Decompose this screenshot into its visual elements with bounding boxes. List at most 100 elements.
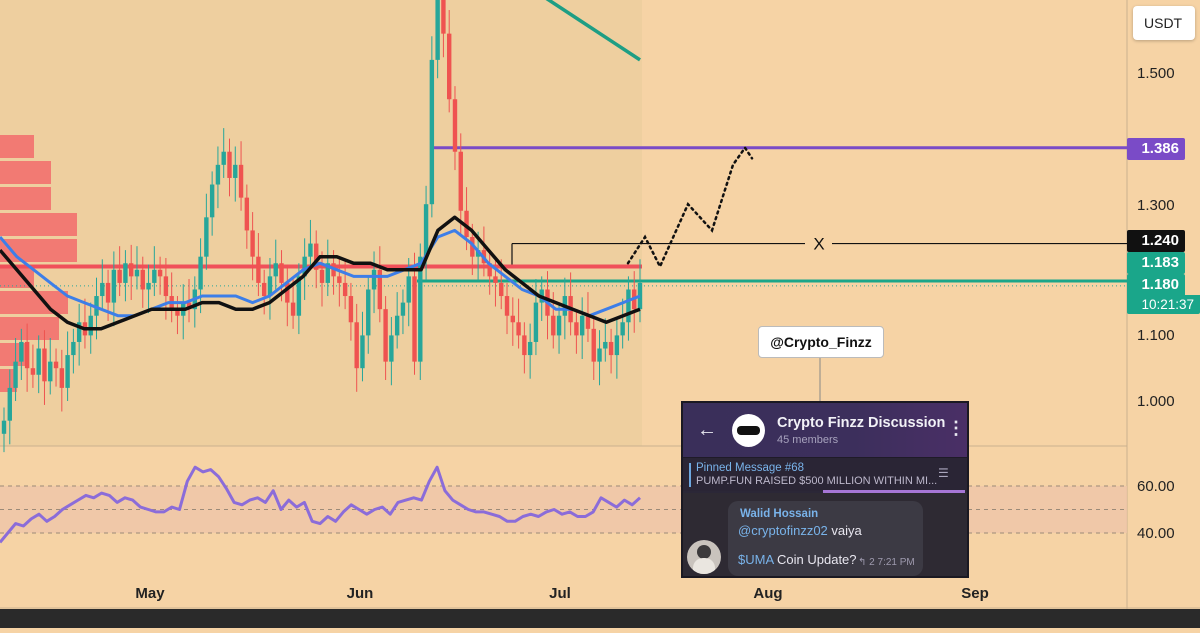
candle-body	[579, 315, 585, 336]
ema-slow-line	[0, 215, 641, 331]
candle-body	[527, 341, 533, 356]
time-tick-label: May	[135, 585, 165, 602]
candle-body	[267, 276, 273, 297]
member-count: 45 members	[777, 434, 839, 446]
candle-body	[42, 348, 47, 382]
message-line-1: @cryptofinzz02 vaiya	[738, 523, 862, 538]
cashtag[interactable]: $UMA	[738, 552, 774, 567]
candle-body	[59, 368, 65, 388]
candle-body	[30, 368, 36, 375]
reply-icon: ↰	[858, 557, 870, 568]
sender-name: Walid Hossain	[740, 508, 819, 520]
group-title: Crypto Finzz Discussion	[777, 415, 946, 431]
time-tick-label: Jul	[549, 585, 571, 602]
candle-body	[152, 269, 157, 283]
pinned-accent-bar	[689, 463, 691, 487]
message-meta: ↰ 2 7:21 PM	[858, 557, 915, 568]
pinned-message-bar[interactable]: Pinned Message #68 PUMP.FUN RAISED $500 …	[683, 457, 967, 491]
candle-body	[389, 335, 394, 362]
volume-profile-bar	[0, 239, 77, 262]
candle-body	[377, 269, 383, 310]
candle-body	[556, 315, 562, 336]
candle-body	[163, 276, 169, 297]
candle-body	[209, 184, 215, 218]
message-text-2: Coin Update?	[773, 552, 857, 567]
time-tick-label: Aug	[753, 585, 782, 602]
candle-body	[261, 282, 267, 297]
candle-body	[366, 289, 371, 336]
candle-body	[533, 302, 539, 342]
message-bubble[interactable]: Walid Hossain @cryptofinzz02 vaiya $UMA …	[728, 501, 923, 576]
quote-currency-label[interactable]: USDT	[1133, 6, 1195, 40]
candle-body	[371, 269, 377, 290]
pinned-message-title: Pinned Message #68	[696, 462, 805, 474]
current-price-badge: 1.180	[1127, 274, 1185, 295]
candle-body	[244, 197, 250, 231]
candle-body	[435, 0, 440, 60]
price-tick-label: 1.300	[1137, 197, 1175, 214]
pinned-message-text: PUMP.FUN RAISED $500 MILLION WITHIN MI..…	[696, 475, 938, 487]
sender-avatar[interactable]	[687, 540, 721, 574]
rsi-line	[0, 465, 642, 544]
message-text-1: vaiya	[827, 523, 862, 538]
volume-profile-bar	[0, 161, 51, 184]
candle-body	[429, 59, 435, 205]
candle-body	[308, 243, 313, 257]
candle-body	[233, 164, 238, 178]
candle-body	[441, 0, 446, 34]
candle-body	[296, 276, 302, 316]
volume-profile-bar	[0, 317, 59, 340]
price-tick-label: 1.500	[1137, 65, 1175, 82]
candle-countdown-badge: 10:21:37	[1127, 295, 1200, 314]
candle-body	[198, 256, 203, 290]
candle-body	[279, 263, 284, 283]
candle-body	[157, 269, 163, 277]
user-mention[interactable]: @cryptofinzz02	[738, 523, 828, 538]
projection-path	[626, 145, 754, 270]
telegram-header: ← Crypto Finzz Discussion 45 members ⋮	[683, 403, 967, 457]
candle-body	[88, 315, 93, 336]
price-tick-label: 1.000	[1137, 393, 1175, 410]
kebab-menu-icon[interactable]: ⋮	[947, 418, 965, 438]
candle-body	[7, 387, 12, 421]
volume-profile-bar	[0, 187, 51, 210]
candle-body	[146, 282, 151, 290]
volume-profile-bar	[0, 291, 68, 314]
candle-body	[238, 164, 244, 198]
history-shade	[0, 0, 642, 446]
volume-profile-bar	[0, 213, 77, 236]
candle-body	[400, 302, 406, 316]
candle-body	[574, 322, 579, 336]
candle-body	[504, 296, 510, 316]
candle-body	[36, 348, 41, 375]
message-time: 2 7:21 PM	[869, 557, 915, 568]
candle-body	[342, 282, 348, 297]
x-level-badge: 1.240	[1127, 230, 1185, 252]
volume-profile-bar	[0, 135, 34, 158]
candle-body	[464, 210, 469, 237]
pin-list-icon[interactable]: ☰	[938, 466, 949, 480]
candle-body	[123, 263, 128, 283]
candle-body	[412, 276, 417, 362]
candle-body	[608, 341, 614, 356]
message-line-2: $UMA Coin Update?	[738, 552, 857, 567]
arrow-left-icon[interactable]: ←	[697, 419, 717, 441]
candle-body	[452, 99, 458, 152]
rsi-tick-label: 60.00	[1137, 478, 1175, 495]
time-tick-label: Sep	[961, 585, 989, 602]
candle-body	[71, 341, 76, 356]
candle-body	[285, 282, 290, 303]
candle-body	[204, 217, 209, 257]
candle-body	[360, 335, 365, 369]
candle-body	[250, 230, 255, 257]
candle-body	[325, 263, 330, 283]
telegram-screenshot: ← Crypto Finzz Discussion 45 members ⋮ P…	[681, 401, 969, 578]
candle-body	[394, 315, 400, 336]
ema-long-line	[545, 0, 641, 62]
candle-body	[19, 341, 24, 362]
candle-body	[105, 282, 111, 303]
candle-body	[487, 263, 492, 277]
pinned-highlight	[823, 490, 965, 493]
